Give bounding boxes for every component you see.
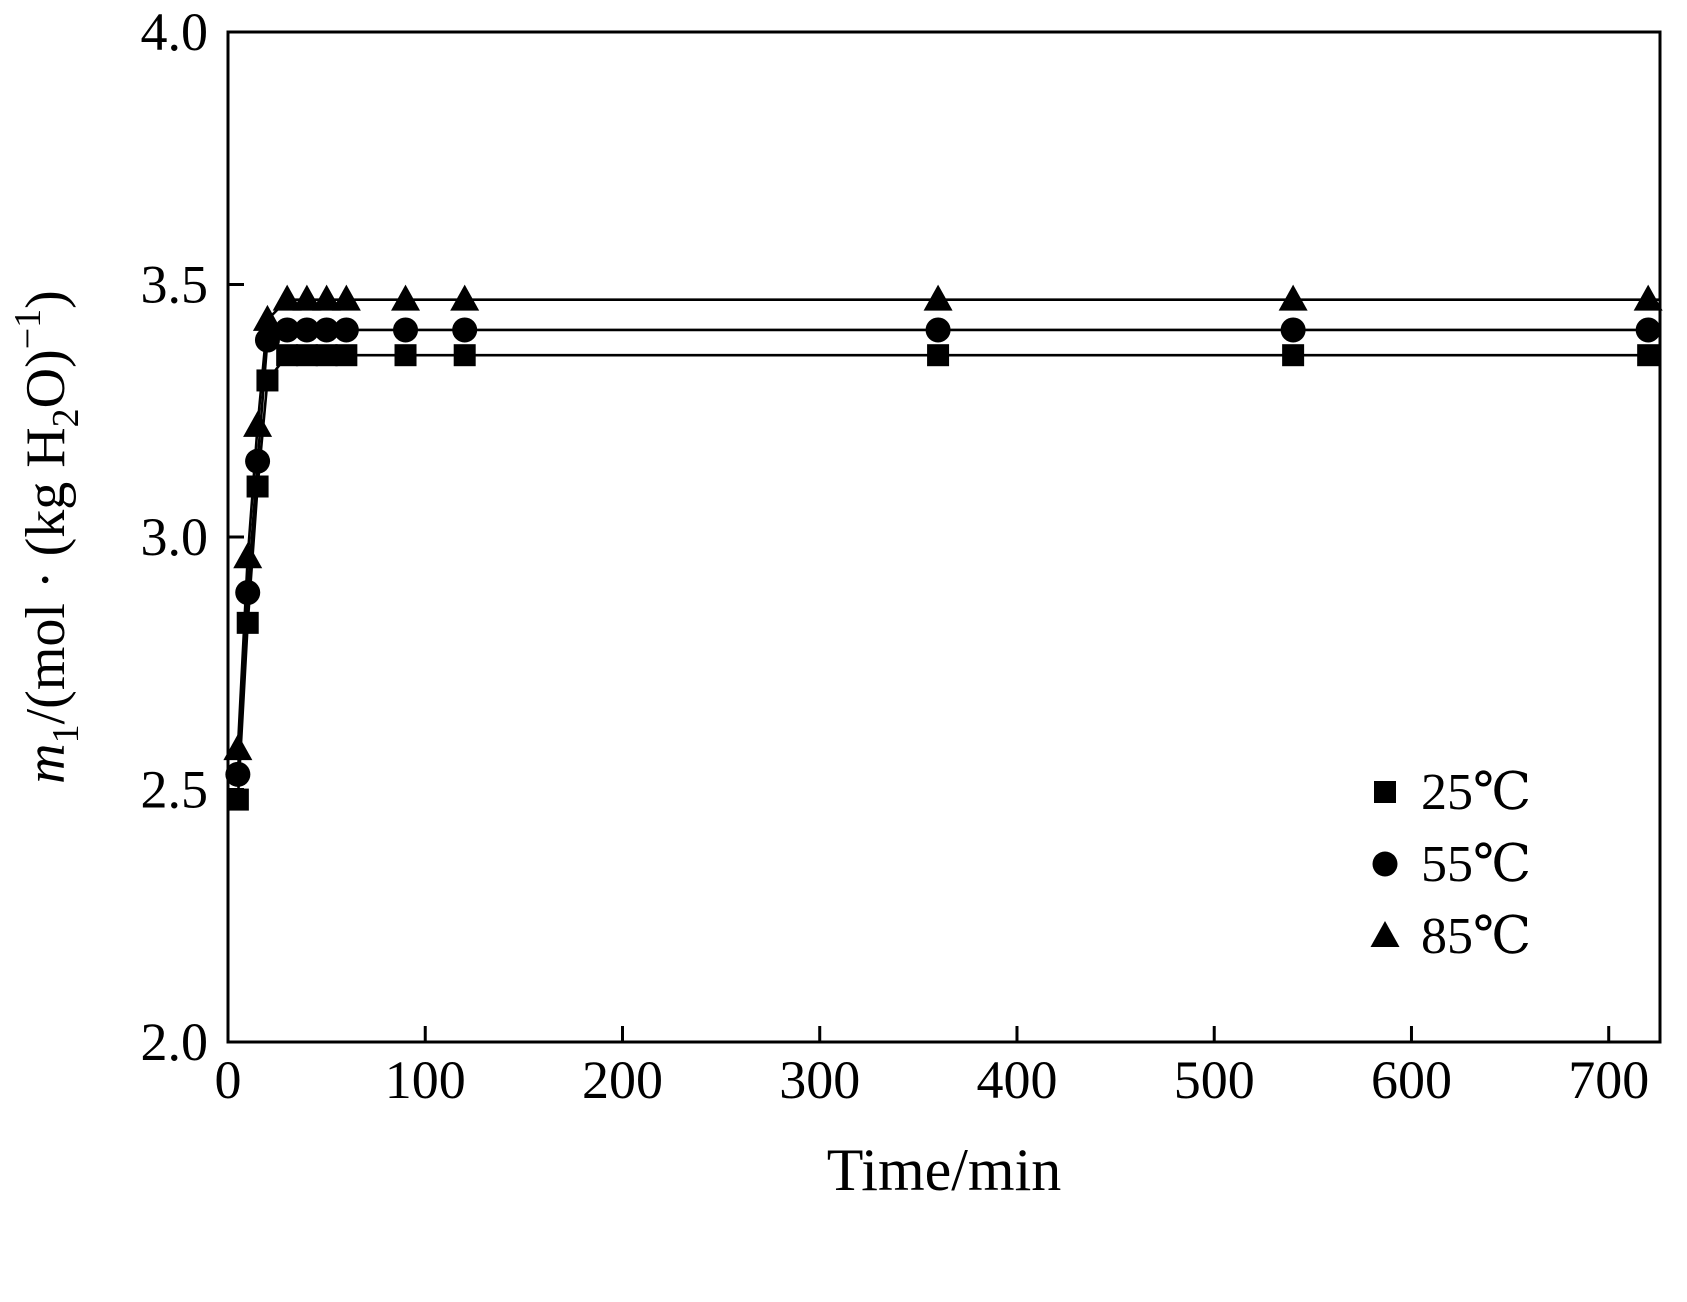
marker-circle — [294, 317, 320, 343]
marker-circle — [452, 317, 478, 343]
marker-triangle — [450, 284, 480, 311]
y-tick-label: 4.0 — [141, 2, 209, 62]
y-tick-label: 2.5 — [141, 760, 209, 820]
marker-triangle — [292, 284, 322, 311]
marker-triangle — [223, 734, 253, 761]
marker-circle — [225, 761, 251, 787]
legend-label: 85℃ — [1421, 908, 1531, 965]
y-tick-label: 3.0 — [141, 507, 209, 567]
x-tick-label: 100 — [385, 1050, 466, 1110]
x-tick-label: 600 — [1371, 1050, 1452, 1110]
marker-triangle — [1370, 921, 1400, 947]
marker-square — [335, 344, 358, 367]
marker-square — [226, 788, 249, 811]
series-line-circle — [236, 328, 1660, 775]
marker-square — [256, 369, 279, 392]
y-axis-label: m1/(mol · (kg H2O)−1) — [7, 290, 87, 784]
legend: 25℃ 55℃ 85℃ — [1370, 764, 1531, 965]
marker-square — [315, 344, 338, 367]
marker-circle — [1372, 851, 1398, 877]
marker-circle — [235, 580, 261, 606]
marker-circle — [925, 317, 951, 343]
marker-circle — [1635, 317, 1661, 343]
marker-square — [1637, 344, 1660, 367]
y-tick-label: 3.5 — [141, 255, 209, 315]
series-line-triangle — [236, 298, 1660, 750]
marker-square — [246, 475, 269, 498]
marker-circle — [393, 317, 419, 343]
marker-square — [276, 344, 299, 367]
marker-triangle — [233, 542, 263, 569]
marker-circle — [314, 317, 340, 343]
x-tick-label: 200 — [582, 1050, 663, 1110]
marker-square — [1374, 781, 1396, 803]
x-tick-label: 0 — [215, 1050, 242, 1110]
marker-square — [236, 611, 259, 634]
marker-circle — [1280, 317, 1306, 343]
x-tick-label: 500 — [1174, 1050, 1255, 1110]
marker-circle — [254, 327, 280, 353]
marker-triangle — [391, 284, 421, 311]
marker-triangle — [312, 284, 342, 311]
marker-square — [394, 344, 417, 367]
marker-square — [453, 344, 476, 367]
y-tick-label: 2.0 — [141, 1012, 209, 1072]
series-markers-triangle — [223, 284, 1663, 761]
series-markers-circle — [225, 317, 1661, 787]
x-tick-label: 300 — [779, 1050, 860, 1110]
marker-triangle — [272, 284, 302, 311]
legend-label: 55℃ — [1421, 836, 1531, 893]
marker-triangle — [1278, 284, 1308, 311]
marker-triangle — [1633, 284, 1663, 311]
series-markers-square — [226, 344, 1660, 811]
x-tick-label: 700 — [1568, 1050, 1649, 1110]
legend-label: 25℃ — [1421, 764, 1531, 821]
marker-triangle — [243, 410, 273, 437]
marker-circle — [274, 317, 300, 343]
marker-circle — [245, 448, 271, 474]
x-axis-label: Time/min — [827, 1137, 1062, 1203]
x-tick-label: 400 — [976, 1050, 1057, 1110]
marker-square — [1282, 344, 1305, 367]
marker-triangle — [331, 284, 361, 311]
marker-square — [927, 344, 950, 367]
marker-square — [295, 344, 318, 367]
marker-circle — [333, 317, 359, 343]
marker-triangle — [252, 304, 282, 331]
marker-triangle — [923, 284, 953, 311]
series-line-square — [236, 353, 1660, 800]
